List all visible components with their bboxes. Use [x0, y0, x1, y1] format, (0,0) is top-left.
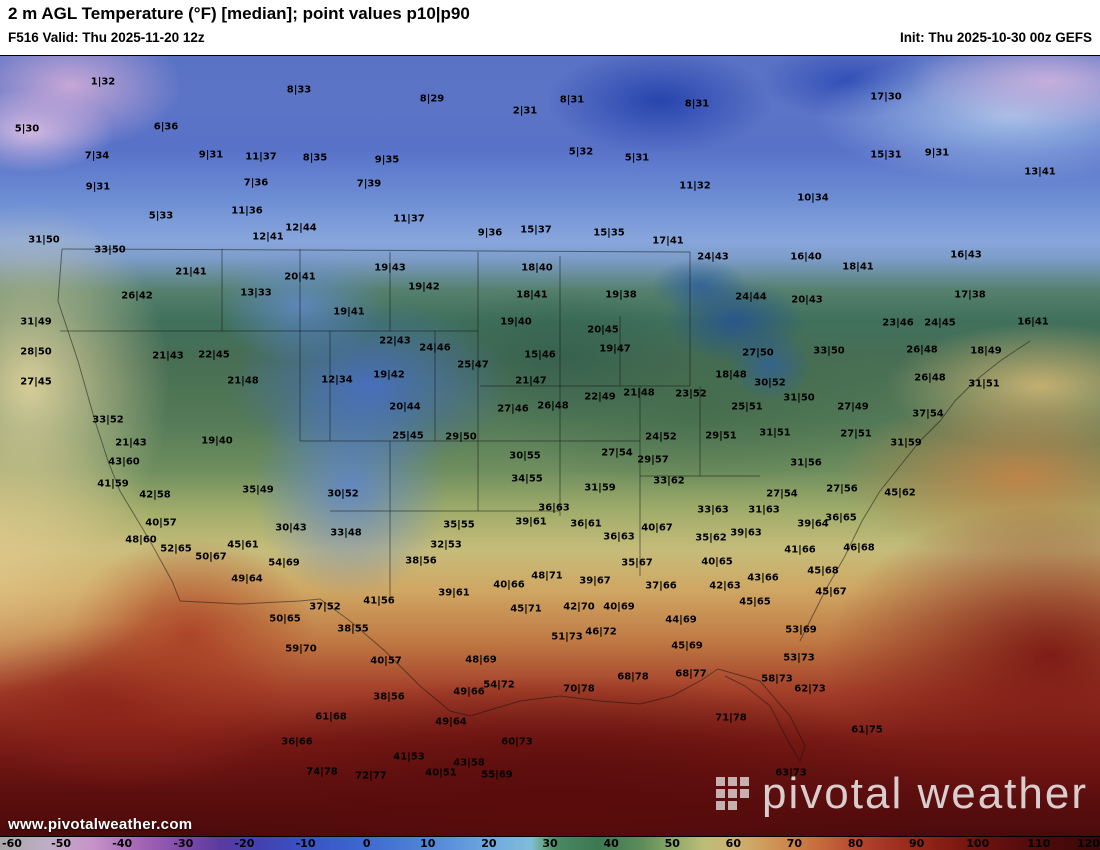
colorbar-tick-label: 120: [1077, 837, 1100, 850]
colorbar-tick-label: 110: [1027, 837, 1051, 850]
colorbar-tick-label: 40: [603, 837, 619, 850]
valid-time: F516 Valid: Thu 2025-11-20 12z: [8, 30, 205, 45]
map-title: 2 m AGL Temperature (°F) [median]; point…: [8, 4, 470, 23]
colorbar-tick-label: -20: [234, 837, 255, 850]
colorbar-tick-label: -50: [51, 837, 72, 850]
pivotal-weather-logo-icon: [716, 777, 750, 810]
state-borders: [57, 248, 1031, 763]
colorbar-tick-label: 30: [542, 837, 558, 850]
colorbar-tick-label: 90: [909, 837, 925, 850]
colorbar-tick-label: -60: [2, 837, 22, 850]
colorbar-tick-label: 60: [725, 837, 741, 850]
temperature-map-canvas[interactable]: pivotal weather: [0, 56, 1100, 837]
site-watermark: www.pivotalweather.com: [8, 816, 193, 833]
colorbar-tick-label: 100: [966, 837, 990, 850]
colorbar-tick-label: -30: [173, 837, 194, 850]
header: 2 m AGL Temperature (°F) [median]; point…: [0, 0, 1100, 56]
colorbar-tick-label: 70: [786, 837, 803, 850]
colorbar-tick-label: 10: [420, 837, 436, 850]
colorbar-tick-label: 0: [362, 837, 371, 850]
colorbar-tick-label: 20: [481, 837, 497, 850]
colorbar-tick-label: 80: [847, 837, 864, 850]
temperature-colorbar: -60 -50 -40 -30 -20 -10 0 10 20 30 40 50 60 70 80 90 100…: [0, 836, 1100, 850]
colorbar-tick-label: -40: [112, 837, 133, 850]
brand-text: pivotal weather: [762, 769, 1088, 818]
init-time: Init: Thu 2025-10-30 00z GEFS: [899, 30, 1092, 45]
colorbar-tick-label: -10: [295, 837, 316, 850]
colorbar-tick-label: 50: [664, 837, 680, 850]
pivotal-weather-watermark: pivotal weather: [716, 769, 1088, 819]
